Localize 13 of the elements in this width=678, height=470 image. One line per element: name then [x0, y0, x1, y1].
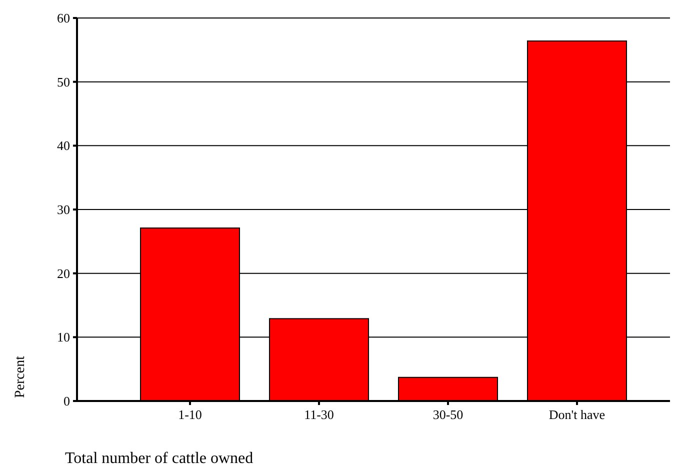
- y-tick-label: 60: [57, 10, 70, 26]
- x-tick-label: Don't have: [548, 407, 606, 422]
- x-tick-label: 1-10: [178, 407, 202, 422]
- y-axis-title: Percent: [13, 356, 28, 398]
- x-axis-title: Total number of cattle owned: [65, 450, 254, 467]
- y-tick-label: 10: [57, 330, 70, 345]
- x-tick-label: 11-30: [304, 407, 334, 422]
- y-tick-label: 20: [57, 266, 70, 281]
- y-tick-label: 50: [57, 74, 70, 90]
- y-tick-label: 40: [57, 138, 70, 154]
- y-tick-label: 0: [64, 394, 70, 409]
- x-tick-label: 30-50: [432, 407, 464, 422]
- y-tick-label: 30: [57, 202, 70, 218]
